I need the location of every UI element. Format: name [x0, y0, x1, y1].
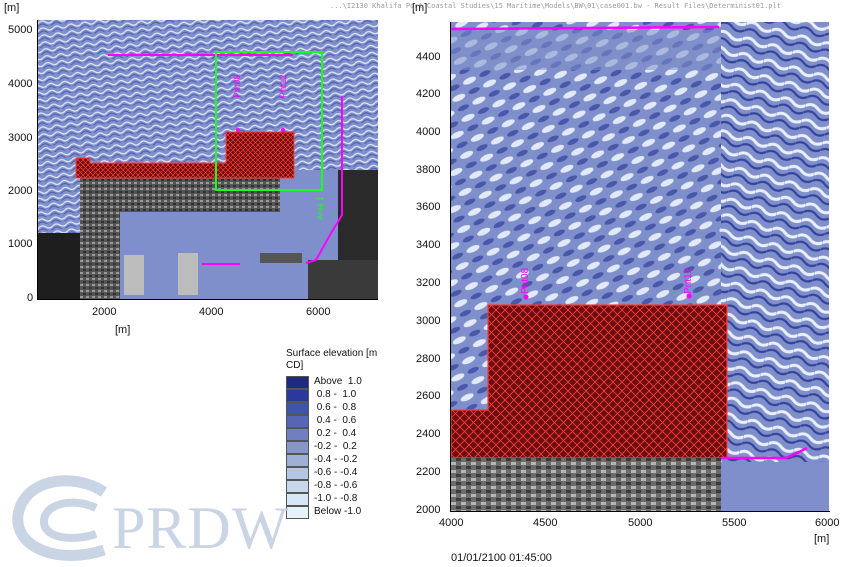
legend-item: -1.0 - -0.8	[286, 493, 436, 506]
left-ytick: 0	[27, 292, 34, 304]
left-map-canvas[interactable]: Pnt08 Pnt12 Area 1	[38, 20, 378, 299]
right-ytick: 4400	[416, 51, 441, 63]
left-x-axis	[37, 299, 378, 300]
legend-item: 0.6 - 0.8	[286, 402, 436, 415]
legend-item: Below -1.0	[286, 506, 436, 519]
prdw-emblem-icon	[12, 475, 108, 561]
left-xtick: 2000	[92, 306, 117, 318]
right-xtick: 5500	[722, 517, 747, 529]
legend-item: -0.2 - 0.2	[286, 441, 436, 454]
right-ytick: 3400	[416, 239, 441, 251]
left-ytick: 5000	[8, 24, 33, 36]
left-ytick: 4000	[8, 78, 33, 90]
left-point-pnt08: Pnt08	[232, 74, 242, 98]
legend-item: -0.8 - -0.6	[286, 480, 436, 493]
legend: Above 1.0 0.8 - 1.0 0.6 - 0.8 0.4 - 0.6 …	[286, 376, 436, 526]
left-ytick: 1000	[8, 238, 33, 250]
legend-item: 0.4 - 0.6	[286, 415, 436, 428]
legend-swatch	[286, 428, 309, 441]
right-ytick: 2200	[416, 466, 441, 478]
legend-title: Surface elevation [m CD]	[286, 348, 378, 371]
right-point-pnt08: Pnt08	[520, 267, 531, 294]
right-xtick: 6000	[815, 517, 840, 529]
right-ytick: 4000	[416, 126, 441, 138]
left-point-pnt12: Pnt12	[278, 74, 288, 98]
left-ytick: 2000	[8, 185, 33, 197]
right-ytick: 3600	[416, 201, 441, 213]
left-xtick: 6000	[306, 306, 331, 318]
left-xtick: 4000	[199, 306, 224, 318]
right-xtick: 4000	[439, 517, 464, 529]
file-path-title: ...\I2130 Khalifa Port Coastal Studies\1…	[330, 2, 781, 10]
right-ytick: 3800	[416, 164, 441, 176]
right-y-axis	[450, 22, 451, 512]
right-y-unit: [m]	[412, 2, 428, 14]
right-ytick: 2800	[416, 353, 441, 365]
legend-item: -0.6 - -0.4	[286, 467, 436, 480]
legend-swatch	[286, 415, 309, 428]
prdw-logo-text: PRDW	[112, 495, 290, 561]
legend-swatch	[286, 402, 309, 415]
right-ytick: 2000	[416, 504, 441, 516]
legend-swatch	[286, 467, 309, 480]
right-point-pnt12: Pnt12	[683, 267, 694, 294]
legend-swatch	[286, 376, 309, 389]
legend-swatch	[286, 441, 309, 454]
right-xtick: 4500	[533, 517, 558, 529]
left-y-axis	[37, 20, 38, 300]
right-ytick: 3000	[416, 315, 441, 327]
right-map-canvas[interactable]: Pnt08 Pnt12	[450, 22, 829, 511]
legend-swatch	[286, 480, 309, 493]
right-ytick: 2400	[416, 428, 441, 440]
left-map-svg	[38, 20, 378, 299]
timestamp: 01/01/2100 01:45:00	[451, 552, 552, 564]
left-x-unit: [m]	[115, 324, 131, 336]
right-x-axis	[450, 511, 830, 512]
prdw-logo: PRDW	[4, 470, 334, 565]
right-ytick: 4200	[416, 88, 441, 100]
left-ytick: 3000	[8, 132, 33, 144]
legend-item: Above 1.0	[286, 376, 436, 389]
right-x-unit: [m]	[814, 533, 830, 545]
legend-swatch	[286, 493, 309, 506]
legend-item: -0.4 - -0.2	[286, 454, 436, 467]
legend-item: 0.8 - 1.0	[286, 389, 436, 402]
right-xtick: 5000	[628, 517, 653, 529]
right-map-svg	[450, 22, 829, 511]
left-y-unit: [m]	[4, 2, 20, 14]
left-area-label: Area 1	[316, 196, 325, 220]
legend-swatch	[286, 389, 309, 402]
right-ytick: 2600	[416, 390, 441, 402]
legend-swatch	[286, 454, 309, 467]
right-ytick: 3200	[416, 277, 441, 289]
legend-item: 0.2 - 0.4	[286, 428, 436, 441]
legend-swatch	[286, 506, 309, 519]
